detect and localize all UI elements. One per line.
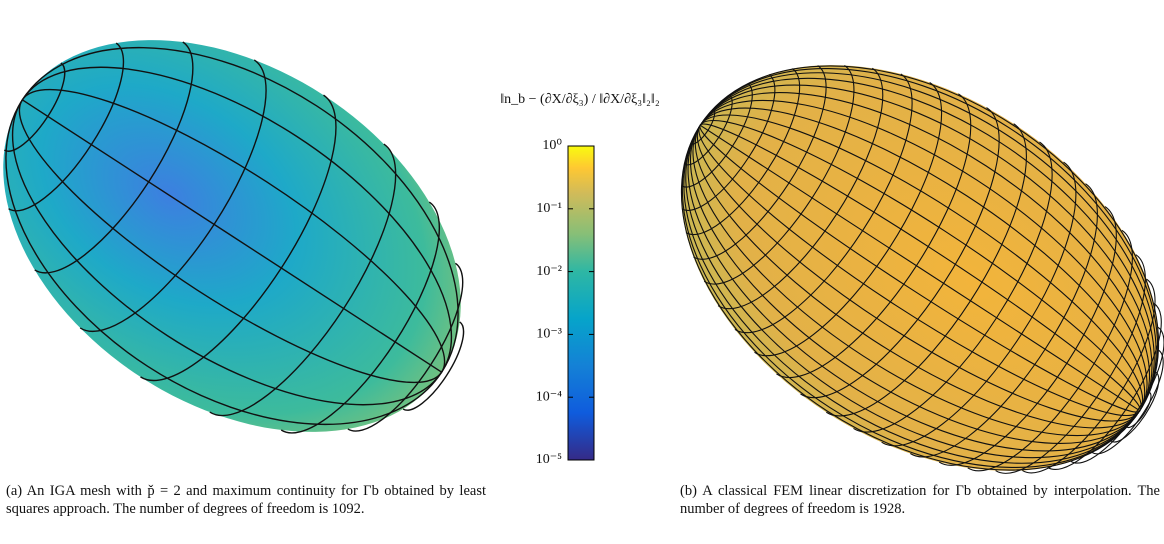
caption: (a) An IGA mesh with p̌ = 2 and maximum …: [6, 482, 486, 518]
figure: ‖n_b − (∂X/∂ξ₃) / ‖∂X/∂ξ₃‖₂‖₂ 10⁰ 10⁻¹ 10⁻…: [0, 0, 1164, 480]
caption: (b) A classical FEM linear discretizatio…: [680, 482, 1160, 518]
page: ‖n_b − (∂X/∂ξ₃) / ‖∂X/∂ξ₃‖₂‖₂ 10⁰ 10⁻¹ 10⁻…: [0, 0, 1164, 544]
colorbar: [568, 146, 594, 460]
tick-label: 10⁻²: [536, 264, 562, 279]
colorbar-title: ‖n_b − (∂X/∂ξ₃) / ‖∂X/∂ξ₃‖₂‖₂: [500, 92, 660, 107]
tick-label: 10⁻³: [536, 327, 562, 342]
tick-label: 10⁰: [542, 138, 562, 153]
fem-ellipsoid: [607, 0, 1164, 480]
tick-label: 10⁻⁵: [536, 452, 562, 467]
tick-label: 10⁻⁴: [536, 389, 562, 404]
tick-label: 10⁻¹: [536, 201, 562, 216]
surface: [0, 0, 533, 480]
iga-ellipsoid: [0, 0, 538, 480]
